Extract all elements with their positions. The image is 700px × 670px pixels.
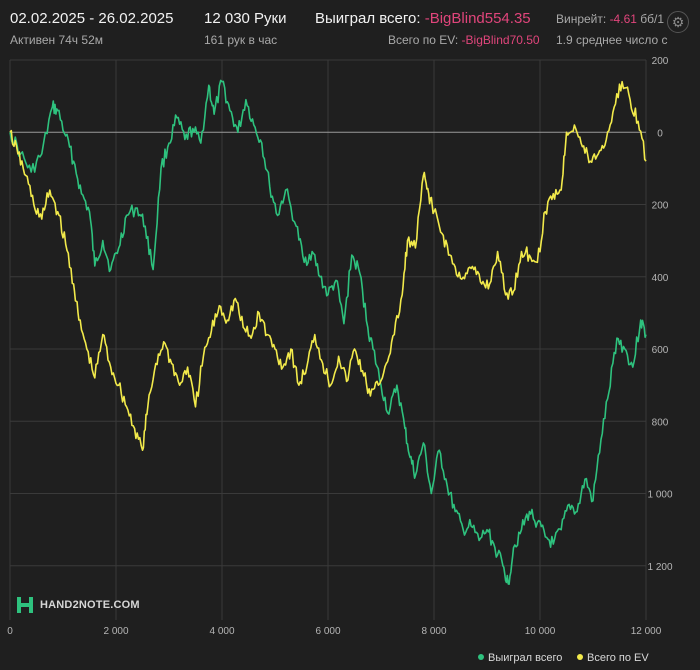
ev-total-value: -BigBlind70.50	[461, 33, 540, 47]
y-tick-label: 600	[652, 345, 669, 356]
x-tick-label: 10 000	[525, 626, 556, 637]
x-tick-label: 4 000	[209, 626, 234, 637]
y-tick-label: 1 200	[647, 562, 672, 573]
winrate-label: Винрейт:	[556, 12, 607, 26]
y-tick-label: 800	[652, 417, 669, 428]
chart-series	[9, 79, 647, 586]
legend-swatch-won	[478, 654, 484, 660]
x-tick-label: 6 000	[315, 626, 340, 637]
winrate-value: -4.61	[609, 12, 637, 26]
x-tick-label: 2 000	[103, 626, 128, 637]
logo-text: HAND2NOTE.COM	[40, 599, 140, 611]
y-tick-label: 200	[652, 201, 669, 212]
won-total-value: -BigBlind554.35	[424, 10, 531, 27]
legend-swatch-ev	[577, 654, 583, 660]
x-tick-label: 0	[7, 626, 13, 637]
series-line-ev	[9, 80, 647, 452]
series-line-won	[9, 79, 647, 586]
y-tick-label: 0	[657, 128, 663, 139]
header: 02.02.2025 - 26.02.2025 Активен 74ч 52м …	[0, 0, 700, 56]
hand2note-logo-icon	[17, 597, 33, 613]
legend-item-won[interactable]: Выиграл всего	[478, 652, 562, 664]
chart-grid	[9, 59, 647, 620]
active-time: Активен 74ч 52м	[10, 33, 103, 47]
ev-total: Всего по EV: -BigBlind70.50	[388, 33, 540, 47]
winrate: Винрейт: -4.61 бб/1	[556, 12, 664, 26]
y-tick-label: 200	[652, 56, 669, 67]
gear-icon[interactable]: ⚙	[667, 11, 689, 33]
legend-item-ev[interactable]: Всего по EV	[577, 652, 649, 664]
chart-axis-labels: 0 2 000 4 000 6 000 8 000 10 000 12 000 200 0 200…	[7, 56, 673, 637]
x-tick-label: 8 000	[421, 626, 446, 637]
legend-label-won: Выиграл всего	[488, 652, 563, 664]
winrate-unit: бб/1	[640, 12, 665, 26]
won-total-label: Выиграл всего:	[315, 10, 421, 27]
average-count: 1.9 среднее число с	[556, 33, 668, 47]
hands-per-hour: 161 рук в час	[204, 33, 278, 47]
y-tick-label: 1 000	[647, 490, 672, 501]
hand2note-logo: HAND2NOTE.COM	[16, 596, 140, 614]
legend-label-ev: Всего по EV	[587, 652, 649, 664]
ev-total-label: Всего по EV:	[388, 33, 459, 47]
hands-count: 12 030 Руки	[204, 10, 287, 27]
y-tick-label: 400	[652, 273, 669, 284]
x-tick-label: 12 000	[631, 626, 662, 637]
won-total: Выиграл всего: -BigBlind554.35	[315, 10, 531, 27]
date-range: 02.02.2025 - 26.02.2025	[10, 10, 174, 27]
